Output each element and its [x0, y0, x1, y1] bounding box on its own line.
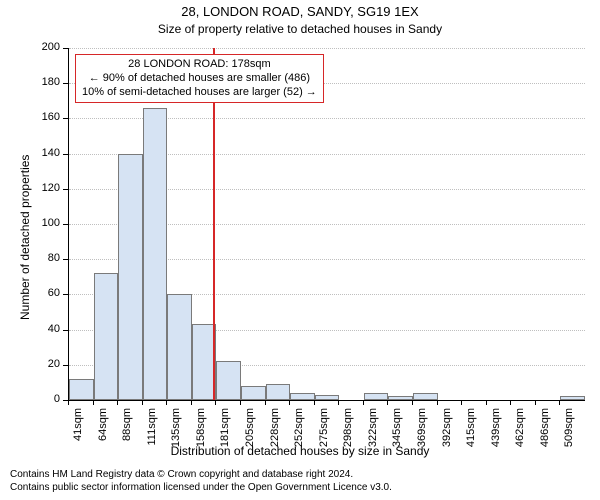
xtick-mark [93, 400, 94, 405]
xtick-mark [117, 400, 118, 405]
xtick-label: 158sqm [195, 408, 207, 462]
xtick-label: 88sqm [121, 408, 133, 462]
xtick-mark [240, 400, 241, 405]
xtick-mark [289, 400, 290, 405]
xtick-mark [387, 400, 388, 405]
xtick-label: 64sqm [97, 408, 109, 462]
xtick-label: 181sqm [219, 408, 231, 462]
xtick-mark [215, 400, 216, 405]
histogram-bar [216, 361, 241, 400]
chart-subtitle: Size of property relative to detached ho… [0, 22, 600, 36]
histogram-bar [290, 393, 315, 400]
xtick-label: 345sqm [391, 408, 403, 462]
ytick-label: 40 [32, 323, 60, 335]
xtick-label: 205sqm [244, 408, 256, 462]
xtick-mark [338, 400, 339, 405]
histogram-bar [118, 154, 143, 400]
histogram-bar [266, 384, 291, 400]
chart-container: 28, LONDON ROAD, SANDY, SG19 1EX Size of… [0, 0, 600, 500]
xtick-mark [412, 400, 413, 405]
histogram-bar [94, 273, 119, 400]
histogram-bar [167, 294, 192, 400]
footer-line: Contains public sector information licen… [10, 481, 392, 494]
xtick-label: 322sqm [367, 408, 379, 462]
xtick-mark [265, 400, 266, 405]
grid-line [69, 48, 585, 49]
ytick-mark [63, 48, 68, 49]
histogram-bar [364, 393, 389, 400]
xtick-label: 486sqm [539, 408, 551, 462]
ytick-mark [63, 294, 68, 295]
xtick-mark [314, 400, 315, 405]
ytick-label: 60 [32, 287, 60, 299]
xtick-mark [191, 400, 192, 405]
ytick-label: 0 [32, 393, 60, 405]
histogram-bar [560, 396, 585, 400]
xtick-label: 111sqm [146, 408, 158, 462]
ytick-label: 200 [32, 41, 60, 53]
xtick-mark [461, 400, 462, 405]
ytick-mark [63, 189, 68, 190]
ytick-mark [63, 259, 68, 260]
xtick-mark [363, 400, 364, 405]
xtick-label: 275sqm [318, 408, 330, 462]
ytick-mark [63, 118, 68, 119]
annotation-line: ← 90% of detached houses are smaller (48… [82, 72, 317, 86]
ytick-label: 120 [32, 182, 60, 194]
annotation-line: 10% of semi-detached houses are larger (… [82, 86, 317, 100]
chart-title: 28, LONDON ROAD, SANDY, SG19 1EX [0, 4, 600, 19]
annotation-box: 28 LONDON ROAD: 178sqm ← 90% of detached… [75, 54, 324, 103]
xtick-label: 462sqm [514, 408, 526, 462]
ytick-mark [63, 83, 68, 84]
histogram-bar [69, 379, 94, 400]
xtick-label: 369sqm [416, 408, 428, 462]
ytick-mark [63, 365, 68, 366]
footer-line: Contains HM Land Registry data © Crown c… [10, 468, 392, 481]
ytick-mark [63, 154, 68, 155]
xtick-label: 41sqm [72, 408, 84, 462]
ytick-label: 20 [32, 358, 60, 370]
ytick-label: 80 [32, 252, 60, 264]
ytick-label: 140 [32, 147, 60, 159]
xtick-mark [486, 400, 487, 405]
xtick-mark [142, 400, 143, 405]
xtick-mark [437, 400, 438, 405]
ytick-mark [63, 224, 68, 225]
xtick-mark [166, 400, 167, 405]
annotation-line: 28 LONDON ROAD: 178sqm [82, 58, 317, 72]
xtick-mark [68, 400, 69, 405]
histogram-bar [388, 396, 413, 400]
ytick-label: 180 [32, 76, 60, 88]
ytick-label: 100 [32, 217, 60, 229]
xtick-label: 415sqm [465, 408, 477, 462]
footer-attribution: Contains HM Land Registry data © Crown c… [10, 468, 392, 494]
ytick-mark [63, 330, 68, 331]
xtick-mark [510, 400, 511, 405]
xtick-label: 252sqm [293, 408, 305, 462]
histogram-bar [413, 393, 438, 400]
xtick-label: 228sqm [269, 408, 281, 462]
y-axis-label: Number of detached properties [18, 155, 32, 320]
xtick-label: 509sqm [563, 408, 575, 462]
xtick-label: 392sqm [441, 408, 453, 462]
xtick-mark [559, 400, 560, 405]
xtick-label: 298sqm [342, 408, 354, 462]
ytick-label: 160 [32, 111, 60, 123]
histogram-bar [241, 386, 266, 400]
histogram-bar [143, 108, 168, 400]
xtick-label: 439sqm [490, 408, 502, 462]
xtick-label: 135sqm [170, 408, 182, 462]
xtick-mark [535, 400, 536, 405]
histogram-bar [315, 395, 340, 400]
